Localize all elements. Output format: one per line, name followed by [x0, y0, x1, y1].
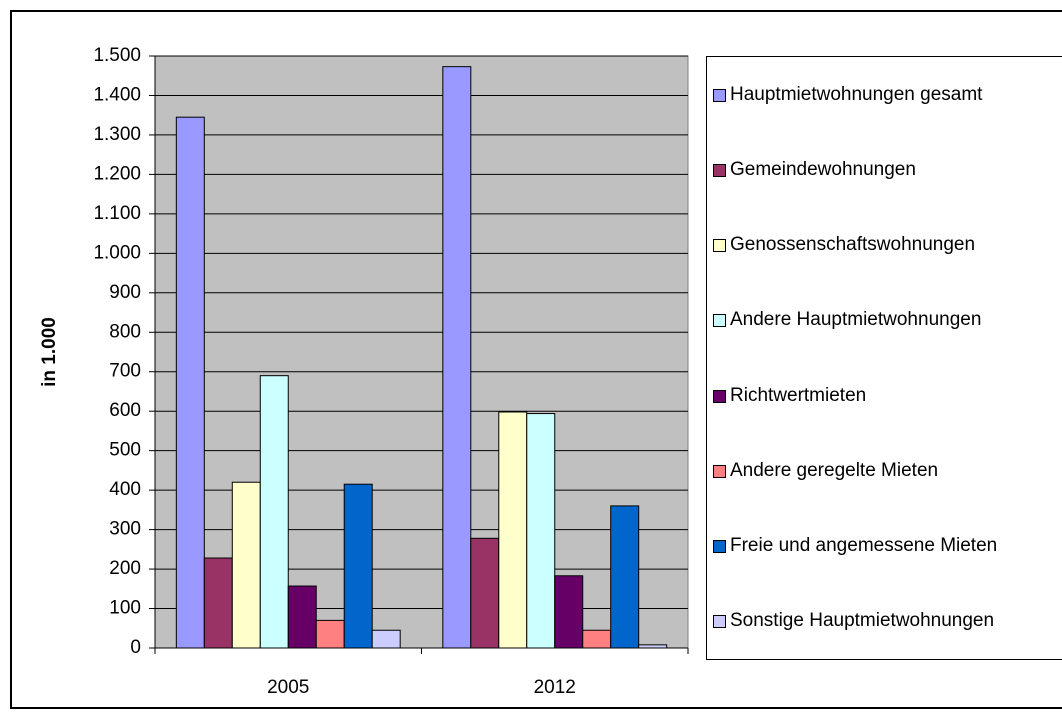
legend-swatch [713, 239, 726, 253]
x-tick-label: 2005 [267, 677, 309, 698]
y-tick-label: 0 [130, 637, 141, 658]
legend-entry: Sonstige Hauptmietwohnungen [707, 607, 1062, 635]
legend-swatch [713, 88, 726, 102]
y-tick-label: 1.000 [93, 242, 141, 263]
legend-label: Hauptmietwohnungen gesamt [730, 83, 983, 105]
y-tick-label: 800 [109, 321, 141, 342]
legend-swatch [713, 314, 726, 328]
bar [175, 116, 205, 649]
y-tick-label: 1.100 [93, 203, 141, 224]
bar [442, 66, 472, 649]
legend-label: Andere geregelte Mieten [730, 459, 939, 481]
y-tick-label: 1.300 [93, 124, 141, 145]
legend-entry: Andere Hauptmietwohnungen [707, 306, 1062, 334]
y-axis-label: in 1.000 [39, 317, 60, 387]
bar [231, 481, 261, 649]
legend-label: Genossenschaftswohnungen [730, 234, 976, 256]
bar [498, 411, 528, 649]
bar [343, 483, 373, 649]
x-tick-label: 2012 [534, 677, 576, 698]
legend-swatch [713, 163, 726, 177]
legend-swatch [713, 389, 726, 403]
bar [470, 537, 500, 649]
bar [371, 629, 401, 649]
legend-entry: Genossenschaftswohnungen [707, 231, 1062, 259]
legend-swatch [713, 464, 726, 478]
y-tick-label: 200 [109, 558, 141, 579]
bar [610, 505, 640, 649]
legend-entry: Andere geregelte Mieten [707, 457, 1062, 485]
bar [287, 585, 317, 649]
bar [554, 575, 584, 649]
y-tick-label: 1.500 [93, 45, 141, 66]
bar [315, 619, 345, 649]
legend-entry: Freie und angemessene Mieten [707, 532, 1062, 560]
legend-entry: Gemeindewohnungen [707, 156, 1062, 184]
y-tick-label: 1.400 [93, 84, 141, 105]
legend-label: Freie und angemessene Mieten [730, 535, 998, 557]
legend-label: Richtwertmieten [730, 384, 867, 406]
bar [203, 557, 233, 649]
legend-entry: Hauptmietwohnungen gesamt [707, 81, 1062, 109]
bar [582, 629, 612, 649]
legend-label: Gemeindewohnungen [730, 158, 916, 180]
legend: Hauptmietwohnungen gesamt Gemeindewohnung… [706, 56, 1062, 660]
y-tick-label: 300 [109, 519, 141, 540]
y-tick-label: 900 [109, 282, 141, 303]
y-tick-label: 400 [109, 479, 141, 500]
legend-swatch [713, 540, 726, 554]
y-tick-label: 500 [109, 440, 141, 461]
y-tick-label: 100 [109, 598, 141, 619]
legend-label: Sonstige Hauptmietwohnungen [730, 610, 995, 632]
bar [259, 375, 289, 649]
y-tick-label: 1.200 [93, 163, 141, 184]
bar [526, 413, 556, 649]
y-tick-label: 700 [109, 361, 141, 382]
legend-entry: Richtwertmieten [707, 382, 1062, 410]
legend-swatch [713, 615, 726, 629]
legend-label: Andere Hauptmietwohnungen [730, 309, 982, 331]
y-tick-label: 600 [109, 400, 141, 421]
